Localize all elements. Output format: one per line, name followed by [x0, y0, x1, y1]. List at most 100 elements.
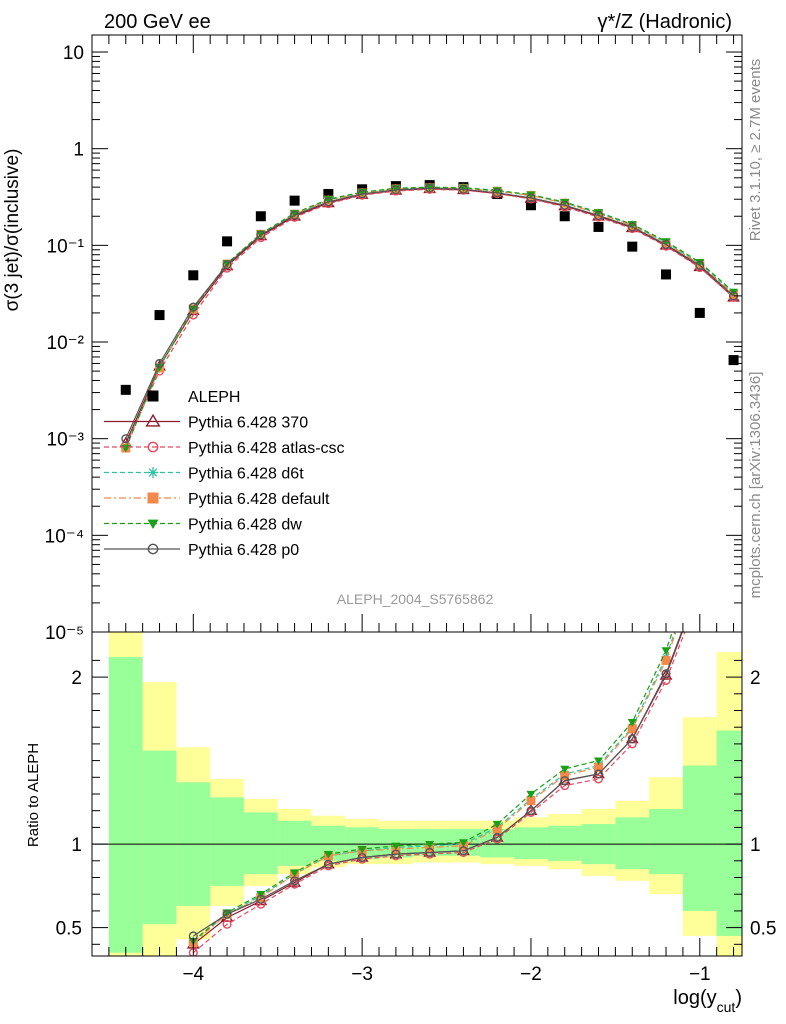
ratio-series-3 — [188, 559, 704, 948]
main-data-point — [256, 230, 266, 240]
ratio-data-point — [323, 859, 333, 869]
legend-entry-5: Pythia 6.428 dw — [104, 517, 302, 534]
band-green-bin — [716, 730, 742, 936]
main-y-tick-label: 10⁻⁵ — [45, 623, 84, 644]
main-y-axis-label: σ(3 jet)/σ(inclusive) — [2, 149, 23, 312]
axes: 10 1 10⁻¹ 10⁻² 10⁻³ 10⁻⁴ 10⁻⁵ 0.5 0.5 1 1 2 2 −4 −3 −2 −… — [45, 35, 776, 985]
legend-entry-6: Pythia 6.428 p0 — [104, 542, 299, 559]
ratio-data-point — [627, 739, 637, 749]
ratio-data-point — [391, 849, 401, 859]
legend-entry-0: ALEPH — [147, 389, 240, 406]
ratio-data-point — [458, 839, 468, 847]
ratio-data-point — [492, 832, 502, 842]
band-green-bin — [277, 820, 312, 866]
main-data-point — [188, 305, 198, 314]
band-green-bin — [514, 827, 548, 860]
main-data-point — [255, 211, 266, 222]
ratio-data-point — [627, 734, 637, 744]
ratio-series-line — [192, 632, 686, 954]
ratio-series-0 — [186, 580, 705, 949]
main-series-line — [125, 187, 735, 439]
main-data-point — [627, 222, 637, 232]
band-green-bin — [108, 657, 143, 953]
legend-label: ALEPH — [188, 389, 240, 406]
header-right: γ*/Z (Hadronic) — [598, 11, 732, 33]
main-data-point — [661, 238, 671, 246]
ratio-data-point — [627, 724, 637, 734]
main-data-point — [188, 270, 199, 281]
main-y-tick-label: 10⁻⁴ — [45, 526, 84, 547]
main-data-point — [627, 241, 638, 252]
ratio-data-point — [425, 847, 435, 857]
main-data-point — [694, 307, 705, 318]
main-data-point — [357, 189, 367, 199]
ratio-data-point — [526, 806, 536, 816]
main-data-point — [154, 310, 165, 321]
ratio-data-point — [526, 796, 536, 806]
main-series-line — [125, 186, 734, 449]
band-green-bin — [243, 812, 278, 875]
legend-entry-3: Pythia 6.428 d6t — [104, 466, 304, 483]
x-tick-label: −4 — [182, 964, 204, 985]
ratio-series-4 — [188, 549, 704, 946]
ratio-data-point — [526, 790, 536, 799]
main-data-point — [695, 260, 705, 270]
legend-entry-2: Pythia 6.428 atlas-csc — [104, 440, 345, 457]
legend-marker — [147, 492, 159, 504]
main-data-point — [188, 302, 198, 312]
main-data-point — [121, 434, 131, 444]
band-green-bin — [142, 750, 177, 925]
ratio-data-point — [560, 771, 570, 781]
legend-marker — [147, 519, 159, 529]
x-tick-label: −2 — [520, 964, 542, 985]
ratio-data-point — [695, 559, 704, 568]
main-data-point — [120, 384, 131, 395]
main-series-line — [125, 187, 734, 449]
ratio-data-point — [695, 549, 704, 557]
main-data-point — [593, 221, 604, 232]
band-green-bin — [615, 817, 650, 870]
legend-marker — [147, 390, 159, 402]
ratio-y-tick-label-right: 0.5 — [750, 919, 776, 940]
main-series-line — [125, 187, 735, 449]
ratio-data-point — [290, 876, 300, 886]
main-data-point — [728, 355, 739, 366]
legend: ALEPH Pythia 6.428 370 Pythia 6.428 atlas-… — [104, 389, 345, 559]
ratio-series-1 — [188, 632, 686, 956]
legend-label: Pythia 6.428 370 — [188, 415, 308, 432]
ratio-series-line — [192, 632, 673, 942]
main-y-tick-label: 10⁻¹ — [47, 236, 85, 257]
ratio-data-point — [661, 655, 671, 665]
main-data-point — [526, 191, 536, 200]
x-tick-label: −3 — [351, 964, 373, 985]
main-data-point — [525, 200, 536, 211]
ratio-data-point — [695, 580, 705, 589]
rivet-version-note: Rivet 3.1.10, ≥ 2.7M events — [747, 59, 764, 242]
x-tick-label: −1 — [689, 964, 711, 985]
analysis-watermark: ALEPH_2004_S5765862 — [337, 591, 494, 607]
band-green-bin — [649, 809, 683, 875]
main-data-point — [492, 188, 502, 198]
main-series-2 — [121, 184, 739, 451]
main-data-point — [560, 200, 570, 210]
ratio-data-point — [492, 824, 502, 834]
legend-label: Pythia 6.428 atlas-csc — [188, 440, 345, 457]
main-data-point — [560, 198, 570, 207]
legend-marker — [147, 467, 159, 478]
legend-label: Pythia 6.428 d6t — [188, 466, 304, 483]
ratio-series-2 — [188, 632, 676, 946]
legend-label: Pythia 6.428 p0 — [188, 542, 299, 559]
main-data-point — [695, 259, 705, 267]
ratio-data-point — [696, 580, 704, 588]
ratio-data-point — [290, 869, 300, 877]
main-y-tick-label: 10⁻² — [47, 333, 85, 354]
main-data-point — [559, 211, 570, 222]
ratio-data-point — [661, 669, 671, 679]
main-series-1 — [119, 182, 740, 448]
main-series-0 — [120, 180, 739, 395]
ratio-data-point — [222, 919, 232, 929]
ratio-data-point — [425, 840, 435, 849]
main-data-point — [526, 193, 536, 203]
main-data-point — [661, 269, 672, 280]
